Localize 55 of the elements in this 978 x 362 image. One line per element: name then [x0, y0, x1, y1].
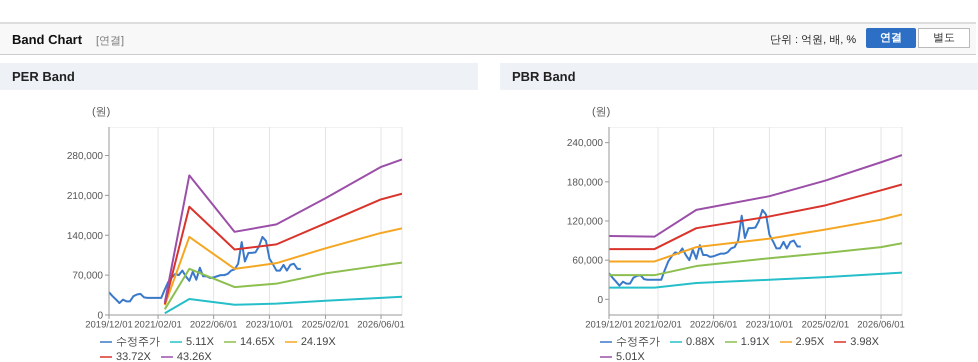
- text: 별도: [918, 28, 970, 48]
- line-series: [164, 296, 402, 314]
- x-tick-label: 2026/06/01: [357, 320, 405, 331]
- x-tick-label: 2019/12/01: [585, 320, 633, 331]
- legend-label: 5.01X: [616, 351, 645, 362]
- x-tick-label: 2026/06/01: [857, 320, 905, 331]
- x-tick-label: 2025/02/01: [302, 320, 350, 331]
- y-tick-label: 280,000: [66, 151, 104, 162]
- line-series: [609, 183, 902, 250]
- y-tick-label: 70,000: [72, 270, 104, 282]
- y-tick-label: 140,000: [66, 230, 104, 242]
- legend-label: 1.91X: [740, 336, 770, 348]
- y-tick-label: 120,000: [566, 216, 604, 228]
- y-tick-label: 240,000: [566, 138, 604, 150]
- y-tick-label: 0: [597, 294, 604, 306]
- legend-label: 수정주가: [116, 336, 160, 348]
- text: Band Chart: [12, 32, 82, 47]
- y-tick-label: 210,000: [66, 190, 104, 202]
- legend-label: 14.65X: [240, 336, 275, 348]
- x-tick-label: 2023/10/01: [246, 320, 294, 331]
- x-tick-label: 2023/10/01: [746, 320, 794, 331]
- chart-title: PBR Band: [500, 63, 978, 90]
- x-tick-label: 2022/06/01: [190, 320, 238, 331]
- legend-label: 2.95X: [796, 336, 824, 348]
- line-series: [609, 208, 802, 287]
- legend-label: 0.88X: [686, 336, 715, 348]
- line-series: [164, 158, 402, 304]
- x-tick-label: 2021/02/01: [634, 320, 682, 331]
- legend-label: 43.26X: [176, 351, 212, 362]
- line-series: [609, 154, 902, 238]
- text: [연결]: [96, 34, 124, 48]
- y-axis-title: (원): [92, 105, 110, 119]
- legend-label: 24.19X: [300, 336, 336, 348]
- y-tick-label: 0: [97, 310, 104, 322]
- y-tick-label: 180,000: [566, 177, 604, 188]
- line-series: [109, 236, 302, 304]
- y-tick-label: 60,000: [572, 256, 604, 267]
- text: 연결: [866, 28, 916, 48]
- line-series: [164, 262, 402, 310]
- chart-title: PER Band: [0, 63, 478, 90]
- legend-label: 3.98X: [850, 336, 879, 348]
- line-series: [164, 192, 402, 306]
- legend-label: 수정주가: [616, 336, 660, 348]
- x-tick-label: 2022/06/01: [690, 320, 738, 331]
- text: 단위 : 억원, 배, %: [770, 33, 856, 47]
- x-tick-label: 2021/02/01: [134, 320, 182, 331]
- x-tick-label: 2025/02/01: [802, 320, 850, 331]
- legend-label: 33.72X: [116, 351, 151, 362]
- line-series: [609, 242, 902, 276]
- x-tick-label: 2019/12/01: [85, 320, 133, 331]
- line-series: [609, 213, 902, 262]
- y-axis-title: (원): [592, 105, 610, 119]
- line-series: [609, 272, 902, 289]
- line-series: [164, 227, 402, 306]
- legend-label: 5.11X: [186, 336, 214, 348]
